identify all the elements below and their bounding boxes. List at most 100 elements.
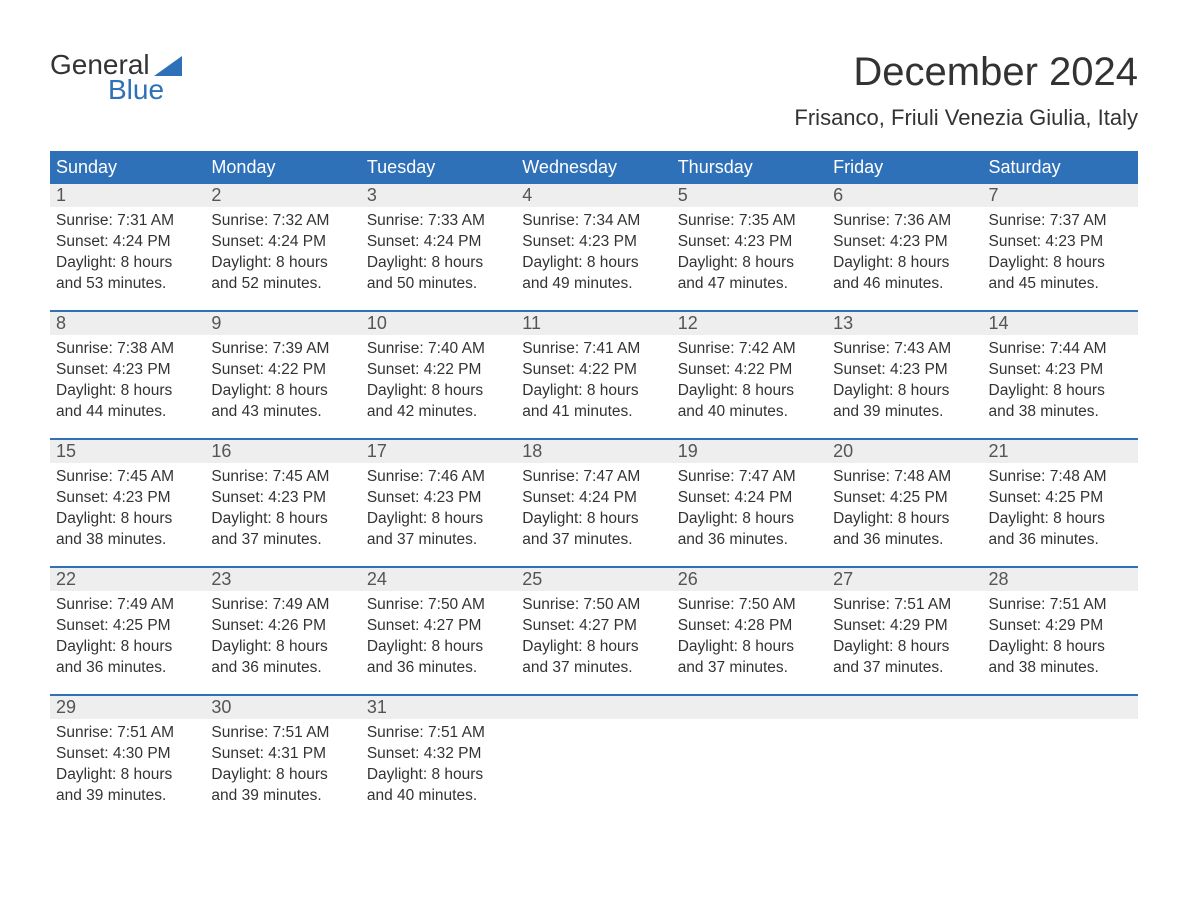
cell-line-sunset: Sunset: 4:25 PM — [56, 616, 199, 637]
cell-body: Sunrise: 7:43 AMSunset: 4:23 PMDaylight:… — [827, 335, 982, 423]
cell-line-d1: Daylight: 8 hours — [367, 253, 510, 274]
calendar-cell: 31Sunrise: 7:51 AMSunset: 4:32 PMDayligh… — [361, 696, 516, 808]
cell-line-d2: and 47 minutes. — [678, 274, 821, 295]
cell-line-d1: Daylight: 8 hours — [211, 509, 354, 530]
calendar-cell — [827, 696, 982, 808]
cell-line-sunrise: Sunrise: 7:50 AM — [678, 595, 821, 616]
cell-line-sunset: Sunset: 4:30 PM — [56, 744, 199, 765]
cell-line-sunrise: Sunrise: 7:33 AM — [367, 211, 510, 232]
day-number: 23 — [205, 568, 360, 591]
cell-line-d2: and 36 minutes. — [989, 530, 1132, 551]
cell-line-sunrise: Sunrise: 7:31 AM — [56, 211, 199, 232]
cell-line-d1: Daylight: 8 hours — [522, 637, 665, 658]
sail-icon — [154, 56, 182, 76]
cell-line-d1: Daylight: 8 hours — [678, 637, 821, 658]
cell-line-sunrise: Sunrise: 7:45 AM — [211, 467, 354, 488]
cell-line-d1: Daylight: 8 hours — [678, 253, 821, 274]
day-number: 12 — [672, 312, 827, 335]
cell-line-sunrise: Sunrise: 7:51 AM — [833, 595, 976, 616]
cell-body: Sunrise: 7:50 AMSunset: 4:28 PMDaylight:… — [672, 591, 827, 679]
cell-line-sunset: Sunset: 4:22 PM — [367, 360, 510, 381]
day-number: 28 — [983, 568, 1138, 591]
cell-line-sunset: Sunset: 4:23 PM — [678, 232, 821, 253]
cell-line-sunrise: Sunrise: 7:37 AM — [989, 211, 1132, 232]
cell-line-sunrise: Sunrise: 7:34 AM — [522, 211, 665, 232]
cell-line-d1: Daylight: 8 hours — [211, 253, 354, 274]
day-number: 11 — [516, 312, 671, 335]
cell-line-d1: Daylight: 8 hours — [367, 637, 510, 658]
cell-line-d1: Daylight: 8 hours — [833, 253, 976, 274]
cell-line-d2: and 37 minutes. — [833, 658, 976, 679]
cell-line-sunrise: Sunrise: 7:51 AM — [989, 595, 1132, 616]
cell-line-sunset: Sunset: 4:32 PM — [367, 744, 510, 765]
day-number: 6 — [827, 184, 982, 207]
cell-body: Sunrise: 7:34 AMSunset: 4:23 PMDaylight:… — [516, 207, 671, 295]
cell-body: Sunrise: 7:46 AMSunset: 4:23 PMDaylight:… — [361, 463, 516, 551]
cell-line-sunrise: Sunrise: 7:51 AM — [56, 723, 199, 744]
calendar-cell: 4Sunrise: 7:34 AMSunset: 4:23 PMDaylight… — [516, 184, 671, 296]
cell-body: Sunrise: 7:47 AMSunset: 4:24 PMDaylight:… — [672, 463, 827, 551]
cell-line-sunset: Sunset: 4:24 PM — [367, 232, 510, 253]
cell-body: Sunrise: 7:51 AMSunset: 4:31 PMDaylight:… — [205, 719, 360, 807]
cell-line-d2: and 44 minutes. — [56, 402, 199, 423]
cell-body: Sunrise: 7:51 AMSunset: 4:30 PMDaylight:… — [50, 719, 205, 807]
cell-line-d1: Daylight: 8 hours — [678, 381, 821, 402]
calendar: Sunday Monday Tuesday Wednesday Thursday… — [50, 151, 1138, 808]
cell-line-sunset: Sunset: 4:23 PM — [522, 232, 665, 253]
day-header-tuesday: Tuesday — [361, 151, 516, 184]
day-header-thursday: Thursday — [672, 151, 827, 184]
cell-line-sunrise: Sunrise: 7:38 AM — [56, 339, 199, 360]
day-number — [983, 696, 1138, 719]
day-number: 16 — [205, 440, 360, 463]
cell-line-d2: and 46 minutes. — [833, 274, 976, 295]
cell-line-sunset: Sunset: 4:27 PM — [367, 616, 510, 637]
cell-line-d1: Daylight: 8 hours — [833, 381, 976, 402]
day-number: 31 — [361, 696, 516, 719]
day-number: 29 — [50, 696, 205, 719]
cell-line-d1: Daylight: 8 hours — [56, 637, 199, 658]
cell-line-sunrise: Sunrise: 7:42 AM — [678, 339, 821, 360]
day-header-sunday: Sunday — [50, 151, 205, 184]
calendar-cell: 3Sunrise: 7:33 AMSunset: 4:24 PMDaylight… — [361, 184, 516, 296]
cell-body: Sunrise: 7:33 AMSunset: 4:24 PMDaylight:… — [361, 207, 516, 295]
day-number: 18 — [516, 440, 671, 463]
cell-body: Sunrise: 7:42 AMSunset: 4:22 PMDaylight:… — [672, 335, 827, 423]
cell-line-sunrise: Sunrise: 7:49 AM — [56, 595, 199, 616]
cell-line-d2: and 37 minutes. — [522, 658, 665, 679]
cell-line-d1: Daylight: 8 hours — [522, 253, 665, 274]
cell-line-d1: Daylight: 8 hours — [211, 381, 354, 402]
calendar-cell: 16Sunrise: 7:45 AMSunset: 4:23 PMDayligh… — [205, 440, 360, 552]
calendar-cell — [516, 696, 671, 808]
cell-body: Sunrise: 7:50 AMSunset: 4:27 PMDaylight:… — [361, 591, 516, 679]
cell-line-sunset: Sunset: 4:28 PM — [678, 616, 821, 637]
cell-body: Sunrise: 7:40 AMSunset: 4:22 PMDaylight:… — [361, 335, 516, 423]
day-number: 27 — [827, 568, 982, 591]
cell-line-sunrise: Sunrise: 7:49 AM — [211, 595, 354, 616]
cell-line-d1: Daylight: 8 hours — [211, 765, 354, 786]
calendar-cell: 6Sunrise: 7:36 AMSunset: 4:23 PMDaylight… — [827, 184, 982, 296]
cell-line-sunset: Sunset: 4:26 PM — [211, 616, 354, 637]
cell-line-sunrise: Sunrise: 7:40 AM — [367, 339, 510, 360]
cell-line-d1: Daylight: 8 hours — [522, 509, 665, 530]
cell-body: Sunrise: 7:44 AMSunset: 4:23 PMDaylight:… — [983, 335, 1138, 423]
cell-line-sunset: Sunset: 4:23 PM — [833, 232, 976, 253]
cell-line-sunrise: Sunrise: 7:51 AM — [367, 723, 510, 744]
cell-body: Sunrise: 7:35 AMSunset: 4:23 PMDaylight:… — [672, 207, 827, 295]
day-number: 10 — [361, 312, 516, 335]
day-number: 15 — [50, 440, 205, 463]
day-header-wednesday: Wednesday — [516, 151, 671, 184]
cell-line-d1: Daylight: 8 hours — [367, 509, 510, 530]
cell-line-d1: Daylight: 8 hours — [678, 509, 821, 530]
cell-line-d1: Daylight: 8 hours — [367, 381, 510, 402]
cell-line-d2: and 52 minutes. — [211, 274, 354, 295]
cell-line-d2: and 40 minutes. — [678, 402, 821, 423]
cell-body: Sunrise: 7:51 AMSunset: 4:29 PMDaylight:… — [827, 591, 982, 679]
calendar-cell: 20Sunrise: 7:48 AMSunset: 4:25 PMDayligh… — [827, 440, 982, 552]
day-number: 4 — [516, 184, 671, 207]
cell-line-d2: and 40 minutes. — [367, 786, 510, 807]
cell-line-sunset: Sunset: 4:24 PM — [522, 488, 665, 509]
day-number: 13 — [827, 312, 982, 335]
day-number: 24 — [361, 568, 516, 591]
cell-line-sunrise: Sunrise: 7:39 AM — [211, 339, 354, 360]
cell-body: Sunrise: 7:51 AMSunset: 4:29 PMDaylight:… — [983, 591, 1138, 679]
